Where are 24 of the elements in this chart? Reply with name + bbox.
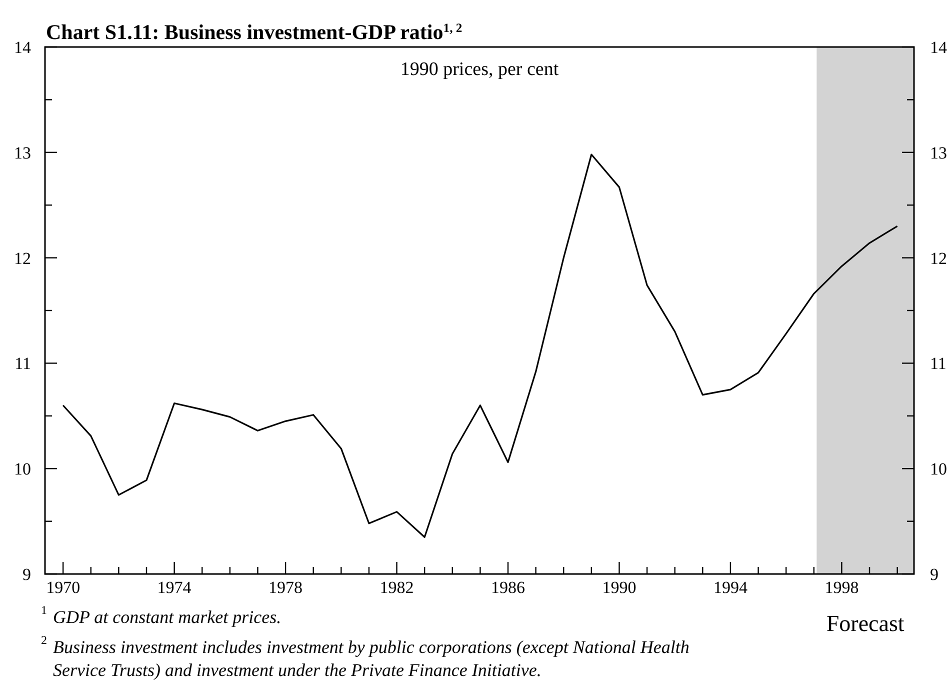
x-tick-label: 1978 (268, 578, 303, 597)
x-tick-label: 1982 (380, 578, 414, 597)
y2-tick-label: 13 (930, 143, 947, 162)
x-tick-label: 1970 (46, 578, 80, 597)
y2-tick-label: 14 (930, 38, 948, 57)
band-label: Forecast (826, 611, 905, 636)
y-tick-label: 10 (14, 460, 31, 479)
x-tick-label: 1974 (157, 578, 192, 597)
y-tick-label: 12 (14, 248, 31, 268)
line-series (62, 154, 898, 538)
y-tick-label: 11 (14, 354, 31, 374)
y2-tick-label: 12 (930, 248, 947, 268)
y-tick-label: 13 (14, 143, 31, 162)
y2-tick-label: 11 (930, 354, 946, 374)
y2-tick-label: 9 (930, 564, 938, 584)
x-tick-label: 1994 (713, 578, 748, 597)
chart-title: Chart S1.11: Business investment-GDP ratio$^{1, 2}$ (46, 20, 462, 44)
text: 1990 prices, per cent (400, 59, 560, 80)
x-tick-label: 1986 (491, 578, 526, 597)
y-tick-label: 9 (22, 564, 31, 584)
x-tick-label: 1990 (602, 578, 636, 597)
y2-tick-label: 10 (930, 460, 947, 479)
x-tick-label: 1998 (824, 578, 859, 597)
y-tick-label: 14 (14, 38, 32, 57)
